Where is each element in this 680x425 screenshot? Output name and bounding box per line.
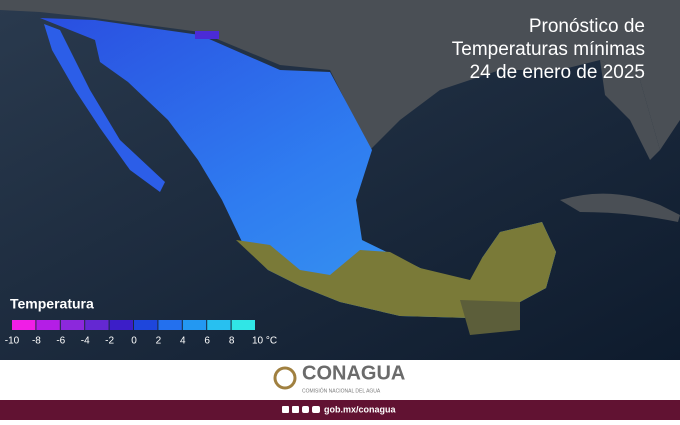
legend-swatch <box>207 320 231 330</box>
title-line: Pronóstico de <box>529 16 645 37</box>
cuba <box>560 193 680 222</box>
website[interactable]: gob.mx/conagua <box>324 404 397 414</box>
legend-swatch <box>134 320 158 330</box>
legend-tick-label: -10 <box>5 336 20 347</box>
legend-swatch <box>12 320 36 330</box>
legend: -10 -8 -6 -4 -2 0 2 4 6 8 10 °C <box>5 320 277 347</box>
florida <box>600 60 660 160</box>
legend-tick-label: -8 <box>32 336 41 347</box>
warm-south <box>236 222 556 318</box>
legend-tick-label: -6 <box>56 336 65 347</box>
footer-bar <box>0 400 680 420</box>
legend-tick-label: 2 <box>156 336 162 347</box>
title-line: Temperaturas mínimas <box>452 39 645 60</box>
logo-subtitle: COMISIÓN NACIONAL DEL AGUA <box>302 387 381 394</box>
legend-swatch <box>158 320 182 330</box>
baja-california <box>44 24 165 192</box>
icon-x[interactable] <box>292 406 299 413</box>
guatemala <box>460 300 520 335</box>
legend-tick-label: 4 <box>180 336 186 347</box>
legend-swatch <box>182 320 207 330</box>
footer-band <box>0 360 680 400</box>
legend-tick-label: 6 <box>204 336 210 347</box>
legend-swatch <box>36 320 60 330</box>
icon-facebook[interactable] <box>282 406 289 413</box>
mexico-mainland <box>40 18 556 318</box>
legend-tick-label: 10 °C <box>252 336 277 347</box>
legend-swatch <box>231 320 255 330</box>
legend-swatch <box>109 320 133 330</box>
legend-tick-label: -2 <box>105 336 114 347</box>
icon-youtube[interactable] <box>312 406 320 413</box>
title-line: 24 de enero de 2025 <box>470 62 645 83</box>
legend-tick-label: 8 <box>229 336 235 347</box>
logo-icon <box>273 366 297 390</box>
legend-swatch <box>85 320 109 330</box>
legend-swatch <box>60 320 85 330</box>
legend-tick-label: 0 <box>131 336 137 347</box>
social-icons <box>282 406 320 413</box>
legend-title: Temperatura <box>10 296 94 312</box>
logo-text: CONAGUA <box>302 362 405 384</box>
usa-land <box>0 0 680 150</box>
cold-spot <box>195 31 219 39</box>
legend-tick-label: -4 <box>81 336 90 347</box>
icon-instagram[interactable] <box>302 406 309 413</box>
